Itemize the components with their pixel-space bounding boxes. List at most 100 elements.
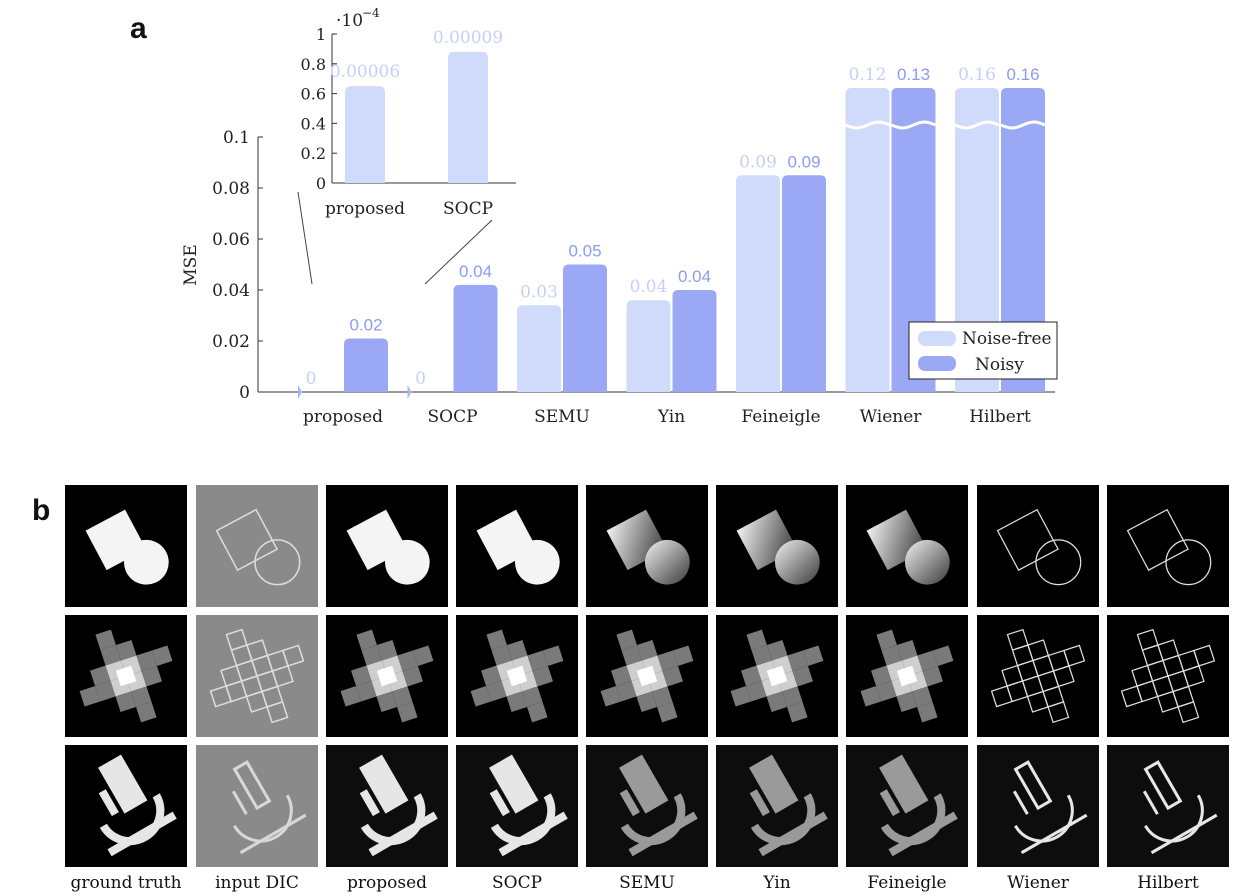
bar-noisy-feineigle [782, 175, 826, 392]
inset-bar-value-label: 0.00009 [433, 28, 503, 48]
bar-noise-free-wiener [845, 88, 890, 392]
thumbnail-shapes-semu [586, 485, 708, 607]
bar-zero-marker [298, 385, 302, 399]
y-axis-label: MSE [181, 244, 201, 285]
thumbnail-shapes-socp [456, 485, 578, 607]
thumbnail-shapes-hilbert [1107, 485, 1229, 607]
thumbnail-grid-wiener [977, 615, 1099, 737]
column-caption-feineigle: Feineigle [867, 873, 947, 893]
legend-swatch-noisy [918, 356, 956, 371]
thumbnail-microscope-semu [586, 745, 708, 867]
bar-value-label: 0.16 [1006, 65, 1039, 84]
thumbnail-microscope-feineigle [846, 745, 968, 867]
bar-value-label: 0.04 [630, 277, 668, 297]
zoom-connector-right [424, 219, 493, 285]
legend-label-noisy: Noisy [975, 355, 1024, 375]
bar-value-label: 0 [306, 369, 317, 389]
bar-value-label: 0.09 [787, 152, 820, 171]
thumbnail-shapes-yin [716, 485, 838, 607]
x-tick-label-wiener: Wiener [860, 407, 923, 427]
thumbnail-grid-semu [586, 615, 708, 737]
bar-value-label: 0.04 [459, 262, 492, 281]
thumbnail-microscope-input-dic [196, 745, 318, 867]
column-caption-wiener: Wiener [1007, 873, 1069, 893]
y-tick-label: 0.08 [212, 179, 250, 199]
thumbnail-microscope-wiener [977, 745, 1099, 867]
thumbnail-microscope-socp [456, 745, 578, 867]
panel-a-chart: 0 0.02 0.04 0.06 0.08 0.1 MSE 0 0.02 0 0.04 0.03 0.0… [181, 6, 1058, 427]
thumbnail-grid-input-dic [196, 615, 318, 737]
inset-y-tick-label: 0.6 [301, 85, 326, 104]
inset-y-tick-label: 0 [316, 174, 326, 193]
bar-zero-marker [407, 385, 412, 399]
bar-value-label: 0.04 [678, 267, 711, 286]
thumbnail-grid-socp [456, 615, 578, 737]
thumbnail-microscope-hilbert [1107, 745, 1229, 867]
y-tick-label: 0.06 [212, 230, 250, 250]
inset-y-tick-label: 0.8 [301, 55, 326, 74]
legend-swatch-noise-free [918, 331, 956, 346]
inset-bar-proposed [345, 86, 385, 183]
thumbnail-shapes-feineigle [846, 485, 968, 607]
bar-noise-free-semu [517, 305, 561, 392]
bar-value-label: 0.12 [849, 65, 887, 85]
x-tick-label-socp: SOCP [427, 407, 477, 427]
bar-noisy-proposed [344, 338, 388, 392]
inset-scale-label: ·10 [336, 11, 363, 31]
y-tick-label: 0 [239, 383, 250, 403]
y-tick-label: 0.02 [212, 332, 250, 352]
x-tick-label-feineigle: Feineigle [741, 407, 820, 427]
axis-break-wave [1000, 120, 1046, 130]
bar-noise-free-feineigle [736, 175, 780, 392]
bar-noisy-yin [672, 290, 717, 392]
inset-y-tick-label: 0.2 [301, 144, 326, 163]
panel-b-label: b [32, 494, 51, 527]
thumbnail-microscope-yin [716, 745, 838, 867]
bar-noise-free-hilbert [955, 88, 999, 392]
x-tick-label-yin: Yin [657, 407, 685, 427]
y-tick-label: 0.04 [212, 281, 250, 301]
column-caption-semu: SEMU [619, 873, 675, 893]
inset-scale-exponent: −4 [362, 6, 380, 20]
axis-break-wave [844, 120, 891, 130]
thumbnail-grid-feineigle [846, 615, 968, 737]
bar-noisy-semu [563, 264, 607, 392]
column-caption-hilbert: Hilbert [1137, 873, 1199, 893]
legend-label-noise-free: Noise-free [962, 329, 1052, 349]
column-caption-proposed: proposed [346, 873, 428, 893]
thumbnail-shapes-wiener [977, 485, 1099, 607]
y-tick-label: 0.1 [223, 128, 250, 148]
thumbnail-grid-hilbert [1107, 615, 1229, 737]
column-caption-socp: SOCP [491, 873, 543, 893]
bar-value-label: 0.02 [349, 315, 382, 334]
bar-value-label: 0.16 [958, 65, 996, 85]
x-tick-label-hilbert: Hilbert [969, 407, 1031, 427]
x-tick-label-proposed: proposed [303, 407, 383, 427]
bar-noise-free-yin [626, 300, 671, 392]
column-caption-ground-truth: ground truth [70, 873, 182, 893]
bar-value-label: 0.09 [739, 152, 777, 172]
column-caption-yin: Yin [763, 873, 791, 893]
thumbnail-microscope-proposed [326, 745, 448, 867]
thumbnail-grid-yin [716, 615, 838, 737]
zoom-connector-left [297, 191, 313, 285]
x-tick-label-semu: SEMU [534, 407, 590, 427]
thumbnail-shapes-proposed [326, 485, 448, 607]
bar-value-label: 0 [415, 369, 426, 389]
thumbnail-shapes-ground-truth [65, 485, 187, 607]
inset-x-tick-label-socp: SOCP [443, 199, 493, 219]
inset-y-tick-label: 0.4 [301, 114, 326, 133]
thumbnail-shapes-input-dic [196, 485, 318, 607]
bar-noisy-wiener [891, 88, 936, 392]
bar-value-label: 0.13 [897, 65, 930, 84]
axis-break-wave [890, 120, 937, 130]
inset-y-tick-label: 1 [316, 25, 326, 44]
axis-break-wave [954, 120, 1000, 130]
thumbnail-microscope-ground-truth [65, 745, 187, 867]
panel-a-label: a [130, 12, 147, 45]
inset-bar-value-label: 0.00006 [330, 62, 400, 82]
bar-value-label: 0.05 [568, 242, 601, 261]
column-caption-input-dic: input DIC [215, 873, 299, 893]
bar-value-label: 0.03 [520, 282, 558, 302]
inset-x-tick-label-proposed: proposed [325, 199, 405, 219]
